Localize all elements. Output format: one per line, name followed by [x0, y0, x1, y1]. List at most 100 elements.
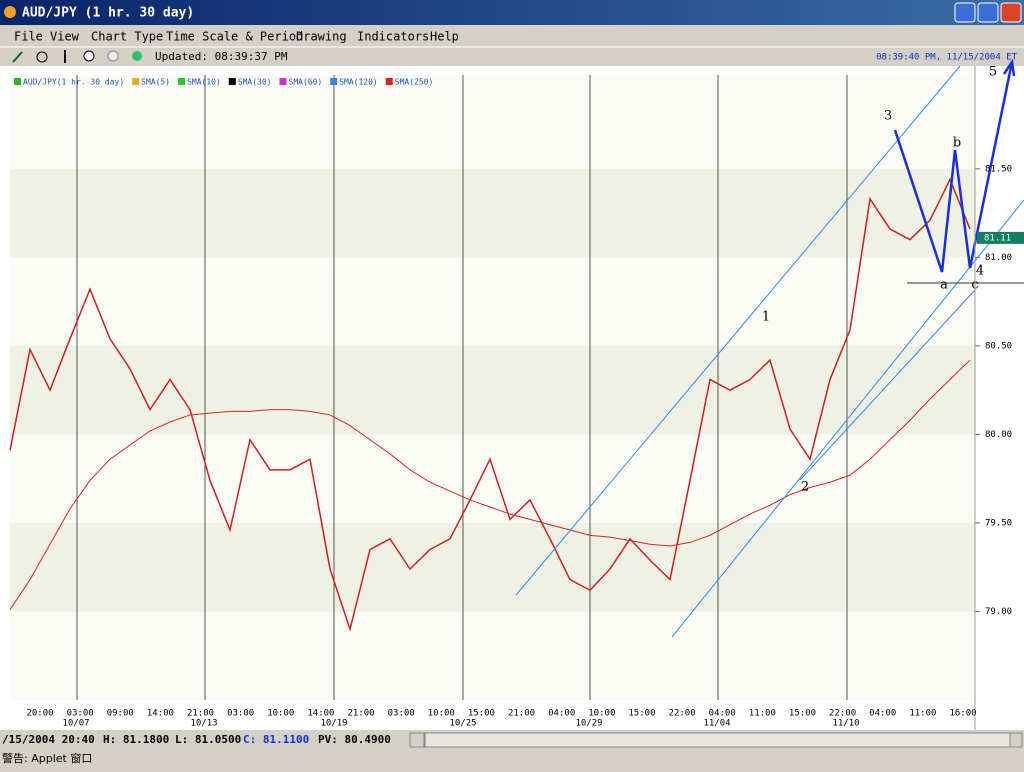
y-tick-label: 81.50: [985, 164, 1012, 174]
menu-item[interactable]: Help: [430, 30, 459, 44]
applet-warning: 警告: Applet 窗口: [2, 751, 92, 765]
legend-swatch: [132, 78, 140, 85]
x-tick-label: 22:00: [829, 709, 856, 719]
elliott-wave: [893, 58, 1016, 273]
wave-label: 2: [801, 480, 809, 495]
x-tick-label: 04:00: [548, 709, 575, 719]
wave-label: 3: [884, 109, 892, 124]
legend-swatch: [178, 78, 186, 85]
legend-label: SMA(5): [141, 78, 170, 87]
menu-item[interactable]: Drawing: [296, 30, 347, 44]
price-band: [10, 522, 975, 612]
wave-label: a: [940, 278, 948, 293]
tool-zoom-in[interactable]: [83, 50, 95, 62]
x-tick-label: 11:00: [749, 709, 776, 719]
status-high: H: 81.1800: [103, 733, 169, 746]
status-bar: /15/2004 20:40 H: 81.1800 L: 81.0500 C: …: [0, 730, 1024, 765]
date-label: 10/25: [449, 719, 476, 729]
y-tick-label: 81.00: [985, 253, 1012, 263]
wave-label: 5: [989, 65, 997, 80]
window-title: AUD/JPY (1 hr. 30 day): [22, 6, 194, 21]
x-tick-label: 20:00: [26, 709, 53, 719]
y-tick-label: 80.00: [985, 430, 1012, 440]
toolbar: Updated: 08:39:37 PM 08:39:40 PM, 11/15/…: [10, 50, 1018, 64]
x-tick-label: 14:00: [307, 709, 334, 719]
menu-bar: File View Chart Type Time Scale & PeriodDra…: [14, 30, 459, 44]
x-tick-label: 22:00: [669, 709, 696, 719]
x-tick-label: 09:00: [107, 709, 134, 719]
x-tick-label: 10:00: [428, 709, 455, 719]
x-tick-label: 10:00: [267, 709, 294, 719]
x-tick-label: 14:00: [147, 709, 174, 719]
x-tick-label: 03:00: [227, 709, 254, 719]
menu-item[interactable]: Time Scale & Period: [166, 30, 303, 44]
legend-swatch: [14, 78, 21, 85]
status-close: C: 81.1100: [243, 733, 309, 746]
x-tick-label: 15:00: [628, 709, 655, 719]
legend-label: SMA(10): [187, 78, 221, 87]
legend-swatch: [385, 78, 393, 85]
legend-label: AUD/JPY(1 hr. 30 day): [23, 78, 124, 87]
x-tick-label: 10:00: [588, 709, 615, 719]
date-label: 11/10: [832, 719, 859, 729]
x-tick-label: 21:00: [508, 709, 535, 719]
scroll-right[interactable]: [1009, 732, 1023, 748]
y-tick-label: 80.50: [985, 341, 1012, 351]
y-tick-label: 79.50: [985, 518, 1012, 528]
date-label: 10/07: [62, 719, 89, 729]
x-tick-label: 21:00: [347, 709, 374, 719]
minimize-button[interactable]: [954, 2, 976, 23]
date-label: 10/13: [190, 719, 217, 729]
price-line: [9, 359, 971, 610]
last-price-box: [977, 231, 1024, 244]
menu-item[interactable]: Chart Type: [91, 30, 163, 44]
last-price-label: 81.11: [984, 233, 1011, 243]
status-pv: PV: 80.4900: [318, 733, 391, 746]
maximize-button[interactable]: [977, 2, 999, 23]
legend-label: SMA(250): [395, 78, 434, 87]
legend-swatch: [228, 78, 236, 85]
tool-select[interactable]: [36, 51, 48, 63]
day-separators: [76, 75, 848, 700]
wave-label: 1: [762, 310, 770, 325]
date-label: 10/29: [575, 719, 602, 729]
wave-label: b: [953, 136, 961, 151]
title-bar: [0, 0, 1024, 25]
x-tick-label: 11:00: [909, 709, 936, 719]
window-buttons[interactable]: [954, 2, 1022, 23]
date-label: 10/19: [320, 719, 347, 729]
updated-text: Updated: 08:39:37 PM: [155, 50, 288, 63]
price-band: [10, 345, 975, 435]
tool-zoom-out[interactable]: [107, 50, 119, 62]
price-line: [9, 177, 971, 632]
legend-label: SMA(120): [339, 78, 378, 87]
status-low: L: 81.0500: [175, 733, 241, 746]
legend-swatch: [279, 78, 287, 85]
tool-refresh[interactable]: [132, 51, 142, 61]
x-tick-label: 16:00: [949, 709, 976, 719]
status-date: /15/2004 20:40: [2, 733, 95, 746]
x-tick-label: 15:00: [789, 709, 816, 719]
menu-item[interactable]: File: [14, 30, 43, 44]
close-button[interactable]: [1000, 2, 1022, 23]
scroll-left[interactable]: [409, 732, 425, 748]
x-tick-label: 21:00: [187, 709, 214, 719]
x-tick-label: 04:00: [709, 709, 736, 719]
x-tick-label: 15:00: [468, 709, 495, 719]
price-band: [10, 168, 975, 258]
y-tick-label: 79.00: [985, 607, 1012, 617]
date-label: 11/04: [703, 719, 730, 729]
scrollbar[interactable]: [424, 732, 1011, 748]
x-tick-label: 04:00: [869, 709, 896, 719]
legend-label: SMA(60): [289, 78, 323, 87]
menu-item[interactable]: Indicators: [357, 30, 429, 44]
app-icon: [4, 6, 16, 18]
clock-text: 08:39:40 PM, 11/15/2004 ET: [876, 53, 1017, 63]
wave-label: 4: [976, 264, 984, 279]
x-tick-label: 03:00: [67, 709, 94, 719]
trend-channel: [515, 65, 1024, 638]
legend-swatch: [330, 78, 338, 85]
menu-item[interactable]: View: [50, 30, 80, 44]
